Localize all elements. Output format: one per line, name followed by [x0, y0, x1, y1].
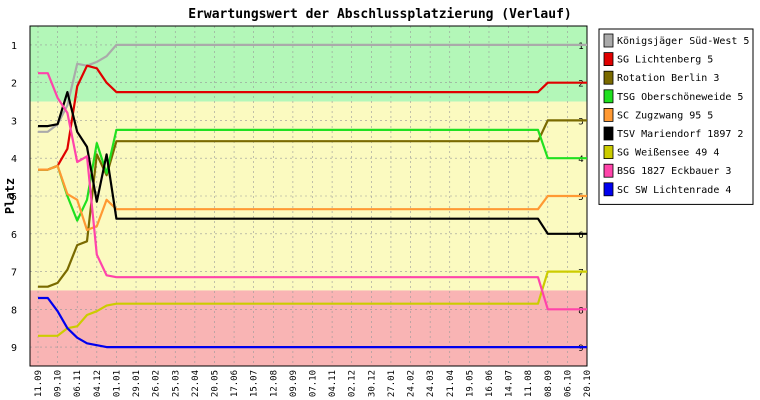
chart-title: Erwartungswert der Abschlussplatzierung …: [188, 7, 572, 22]
y-tick-label-right: 9: [578, 344, 583, 354]
legend-label: SC Zugzwang 95 5: [617, 110, 713, 121]
zone-band-3: [30, 290, 587, 366]
legend-swatch: [603, 145, 614, 160]
x-tick-label: 15.07: [250, 370, 260, 397]
x-tick-label: 29.01: [132, 370, 142, 397]
x-tick-label: 24.02: [407, 370, 417, 397]
x-tick-label: 08.09: [544, 370, 554, 397]
legend-label: SG Lichtenberg 5: [617, 55, 713, 66]
zone-band-1: [30, 26, 587, 102]
x-tick-label: 02.12: [348, 370, 358, 397]
y-axis-label: Platz: [3, 178, 17, 214]
x-tick-label: 11.09: [34, 370, 44, 397]
legend-label: Rotation Berlin 3: [617, 73, 719, 84]
x-tick-label: 19.05: [465, 370, 475, 397]
series-lines: [38, 43, 587, 349]
x-tick-label: 25.03: [171, 370, 181, 397]
x-tick-label: 22.04: [191, 370, 201, 397]
legend-box: [598, 28, 754, 205]
x-tick-label: 09.09: [289, 370, 299, 397]
legend-swatch: [603, 52, 614, 66]
legend-label: SC SW Lichtenrade 4: [617, 185, 731, 196]
series-line-2: [38, 64, 587, 171]
y-tick-label-right: 1: [578, 42, 583, 52]
x-tick-label: 11.08: [524, 370, 534, 397]
x-tick-label: 17.06: [230, 370, 240, 397]
legend-label: TSG Oberschöneweide 5: [617, 92, 743, 103]
x-tick-label: 01.01: [112, 370, 122, 397]
y-axis-right: 1 2 3 4 5 6 7 8 9: [578, 42, 583, 354]
x-tick-label: 14.07: [505, 370, 515, 397]
y-tick-label-right: 5: [578, 193, 583, 203]
legend-swatch: [603, 126, 614, 141]
y-tick-label-left: 7: [11, 268, 17, 279]
x-tick-label: 20.10: [583, 370, 593, 397]
legend-label: BSG 1827 Eckbauer 3: [617, 166, 731, 177]
x-tick-label: 06.10: [563, 370, 573, 397]
legend-swatch: [603, 163, 614, 178]
series-line-3: [38, 119, 587, 288]
y-tick-label-left: 1: [11, 41, 17, 52]
x-tick-label: 30.12: [367, 370, 377, 397]
y-tick-label-right: 2: [578, 80, 583, 90]
x-tick-label: 04.11: [328, 370, 338, 397]
zone-band-2: [30, 101, 587, 291]
x-tick-label: 09.10: [54, 370, 64, 397]
legend: Königsjäger Süd-West 5 SG Lichtenberg 5 Ro…: [598, 28, 754, 205]
legend-label: SG Weißensee 49 4: [617, 148, 719, 159]
x-tick-label: 20.05: [210, 370, 220, 397]
series-line-4: [38, 128, 587, 222]
y-axis-left: 1 2 3 4 5 6 7 8 9: [11, 41, 17, 354]
legend-swatch: [603, 33, 614, 48]
y-tick-label-right: 8: [578, 306, 583, 316]
x-tick-label: 27.01: [387, 370, 397, 397]
x-tick-label: 21.04: [446, 370, 456, 397]
legend-label: Königsjäger Süd-West 5: [617, 36, 749, 47]
x-tick-label: 07.10: [309, 370, 319, 397]
y-tick-label-left: 5: [11, 192, 17, 203]
legend-swatch: [603, 89, 614, 104]
legend-swatch: [603, 70, 614, 85]
x-tick-label: 06.11: [73, 370, 83, 397]
y-tick-label-left: 8: [11, 305, 17, 316]
x-tick-label: 16.06: [485, 370, 495, 397]
y-tick-label-left: 9: [11, 343, 17, 354]
x-axis: 11.09 09.10 06.11 04.12 01.01 29.01 26.02 25.03…: [34, 370, 593, 397]
y-tick-label-left: 3: [11, 116, 17, 127]
y-tick-label-right: 7: [578, 269, 583, 279]
series-line-9: [38, 296, 587, 349]
legend-label: TSV Mariendorf 1897 2: [617, 129, 743, 140]
y-tick-label-right: 3: [578, 117, 583, 127]
x-tick-label: 12.08: [269, 370, 279, 397]
x-tick-label: 24.03: [426, 370, 436, 397]
series-line-1: [38, 43, 587, 133]
series-line-5: [38, 164, 587, 232]
series-line-8: [38, 72, 587, 311]
y-tick-label-right: 6: [578, 231, 583, 241]
x-tick-label: 04.12: [93, 370, 103, 397]
legend-swatch: [603, 108, 614, 122]
x-tick-label: 26.02: [152, 370, 162, 397]
legend-swatch: [603, 182, 614, 197]
y-tick-label-right: 4: [578, 155, 583, 165]
y-tick-label-left: 6: [11, 230, 17, 241]
y-tick-label-left: 2: [11, 79, 17, 90]
series-line-6: [38, 90, 587, 235]
y-tick-label-left: 4: [11, 154, 17, 165]
series-line-7: [38, 270, 587, 337]
